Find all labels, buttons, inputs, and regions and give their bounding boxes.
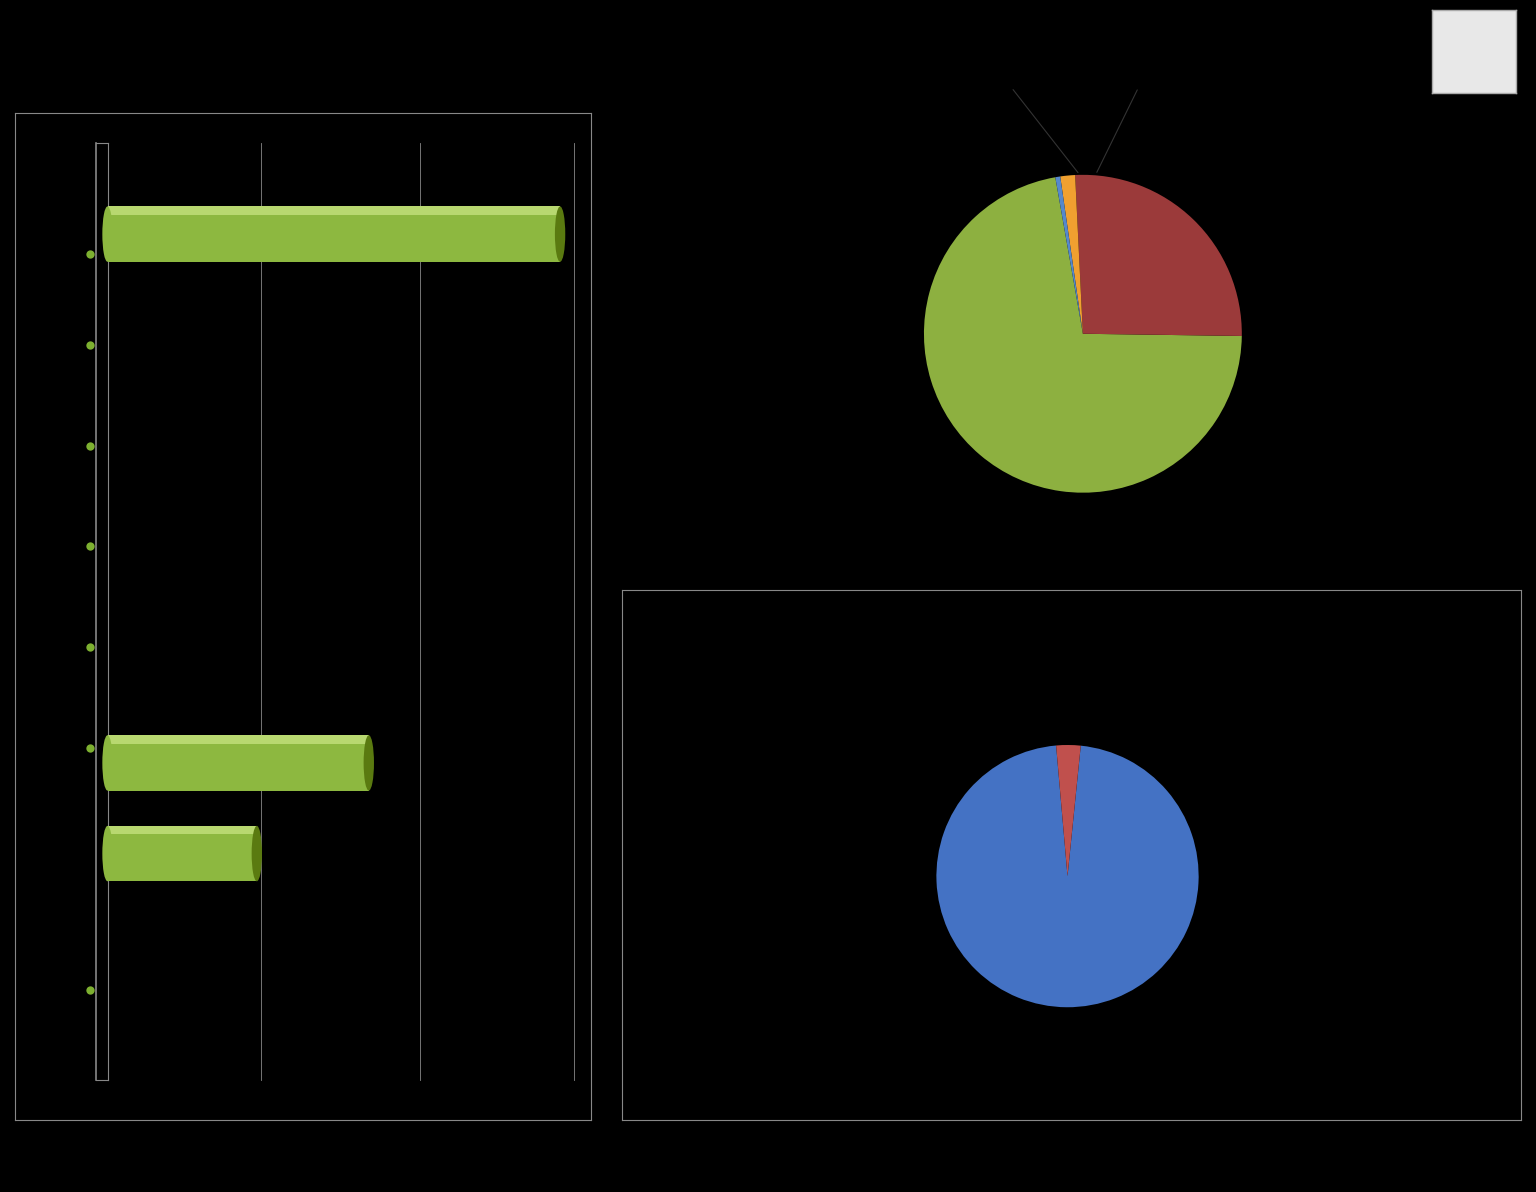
Wedge shape <box>1060 175 1083 334</box>
Ellipse shape <box>103 206 112 262</box>
Ellipse shape <box>364 735 373 790</box>
Wedge shape <box>937 745 1198 1007</box>
Ellipse shape <box>252 826 263 881</box>
Wedge shape <box>1057 745 1081 876</box>
Wedge shape <box>925 178 1241 492</box>
Bar <box>108 206 561 215</box>
Bar <box>108 735 369 744</box>
Wedge shape <box>1055 176 1083 334</box>
Bar <box>108 206 561 262</box>
Wedge shape <box>1075 175 1241 336</box>
Bar <box>108 826 257 881</box>
Bar <box>108 826 257 834</box>
Ellipse shape <box>103 735 112 790</box>
Bar <box>108 735 369 790</box>
Ellipse shape <box>103 826 112 881</box>
Ellipse shape <box>554 206 565 262</box>
